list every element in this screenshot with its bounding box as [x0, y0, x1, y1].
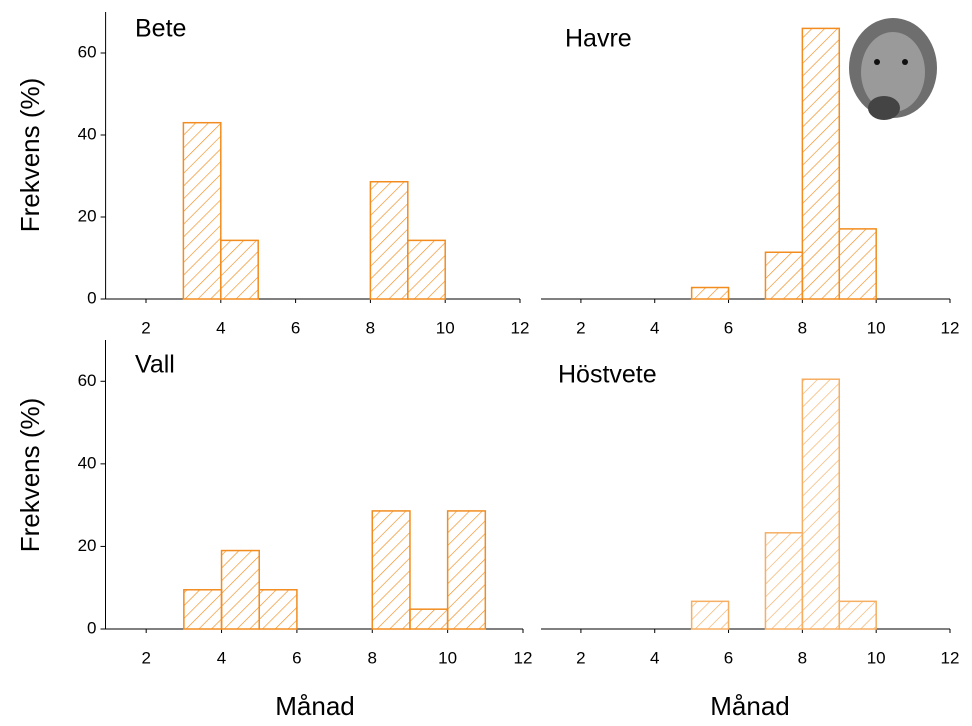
y-tick-label: 20 [78, 536, 97, 555]
bar [258, 589, 298, 630]
x-tick-label: 6 [291, 318, 300, 337]
y-axis-label: Frekvens (%) [15, 398, 45, 553]
bar [838, 228, 877, 300]
bar [690, 600, 730, 630]
x-tick-label: 12 [511, 318, 530, 337]
x-tick-label: 4 [217, 648, 226, 667]
y-tick-label: 60 [78, 371, 97, 390]
x-tick-label: 8 [366, 318, 375, 337]
bar [801, 27, 841, 300]
bar [409, 608, 449, 630]
panel-title: Höstvete [558, 361, 657, 389]
bar [446, 510, 487, 630]
boar-illustration [849, 18, 937, 120]
panel-title: Havre [565, 25, 632, 53]
x-tick-label: 6 [724, 318, 733, 337]
x-tick-label: 10 [867, 318, 886, 337]
x-tick-label: 12 [941, 318, 960, 337]
x-tick-label: 2 [576, 648, 585, 667]
x-tick-label: 10 [438, 648, 457, 667]
x-tick-label: 8 [368, 648, 377, 667]
bar [182, 121, 222, 300]
y-tick-label: 60 [78, 42, 97, 61]
bar [369, 180, 409, 300]
x-tick-label: 10 [436, 318, 455, 337]
x-tick-label: 8 [798, 318, 807, 337]
x-axis-label: Månad [710, 691, 790, 721]
bar [407, 239, 446, 300]
y-axis-label: Frekvens (%) [15, 78, 45, 233]
y-tick-label: 0 [87, 618, 96, 637]
x-tick-label: 2 [141, 648, 150, 667]
x-tick-label: 2 [141, 318, 150, 337]
bar [371, 510, 411, 630]
x-tick-label: 4 [650, 318, 659, 337]
x-tick-label: 4 [650, 648, 659, 667]
x-tick-label: 2 [576, 318, 585, 337]
x-tick-label: 10 [867, 648, 886, 667]
y-tick-label: 0 [87, 288, 96, 307]
y-tick-label: 20 [78, 206, 97, 225]
x-tick-label: 4 [216, 318, 225, 337]
x-tick-label: 12 [941, 648, 960, 667]
x-tick-label: 6 [292, 648, 301, 667]
x-axis-label: Månad [275, 691, 355, 721]
panel-title: Bete [135, 15, 186, 43]
y-tick-label: 40 [78, 124, 97, 143]
bar [764, 532, 804, 630]
panel-title: Vall [135, 351, 175, 379]
bar [690, 286, 730, 300]
bar [764, 251, 804, 300]
bar [183, 589, 223, 630]
bar [838, 600, 877, 630]
x-tick-label: 8 [798, 648, 807, 667]
bar [220, 549, 260, 630]
bar [220, 239, 259, 300]
x-tick-label: 12 [514, 648, 533, 667]
bar [801, 378, 841, 630]
y-tick-label: 40 [78, 453, 97, 472]
x-tick-label: 6 [724, 648, 733, 667]
